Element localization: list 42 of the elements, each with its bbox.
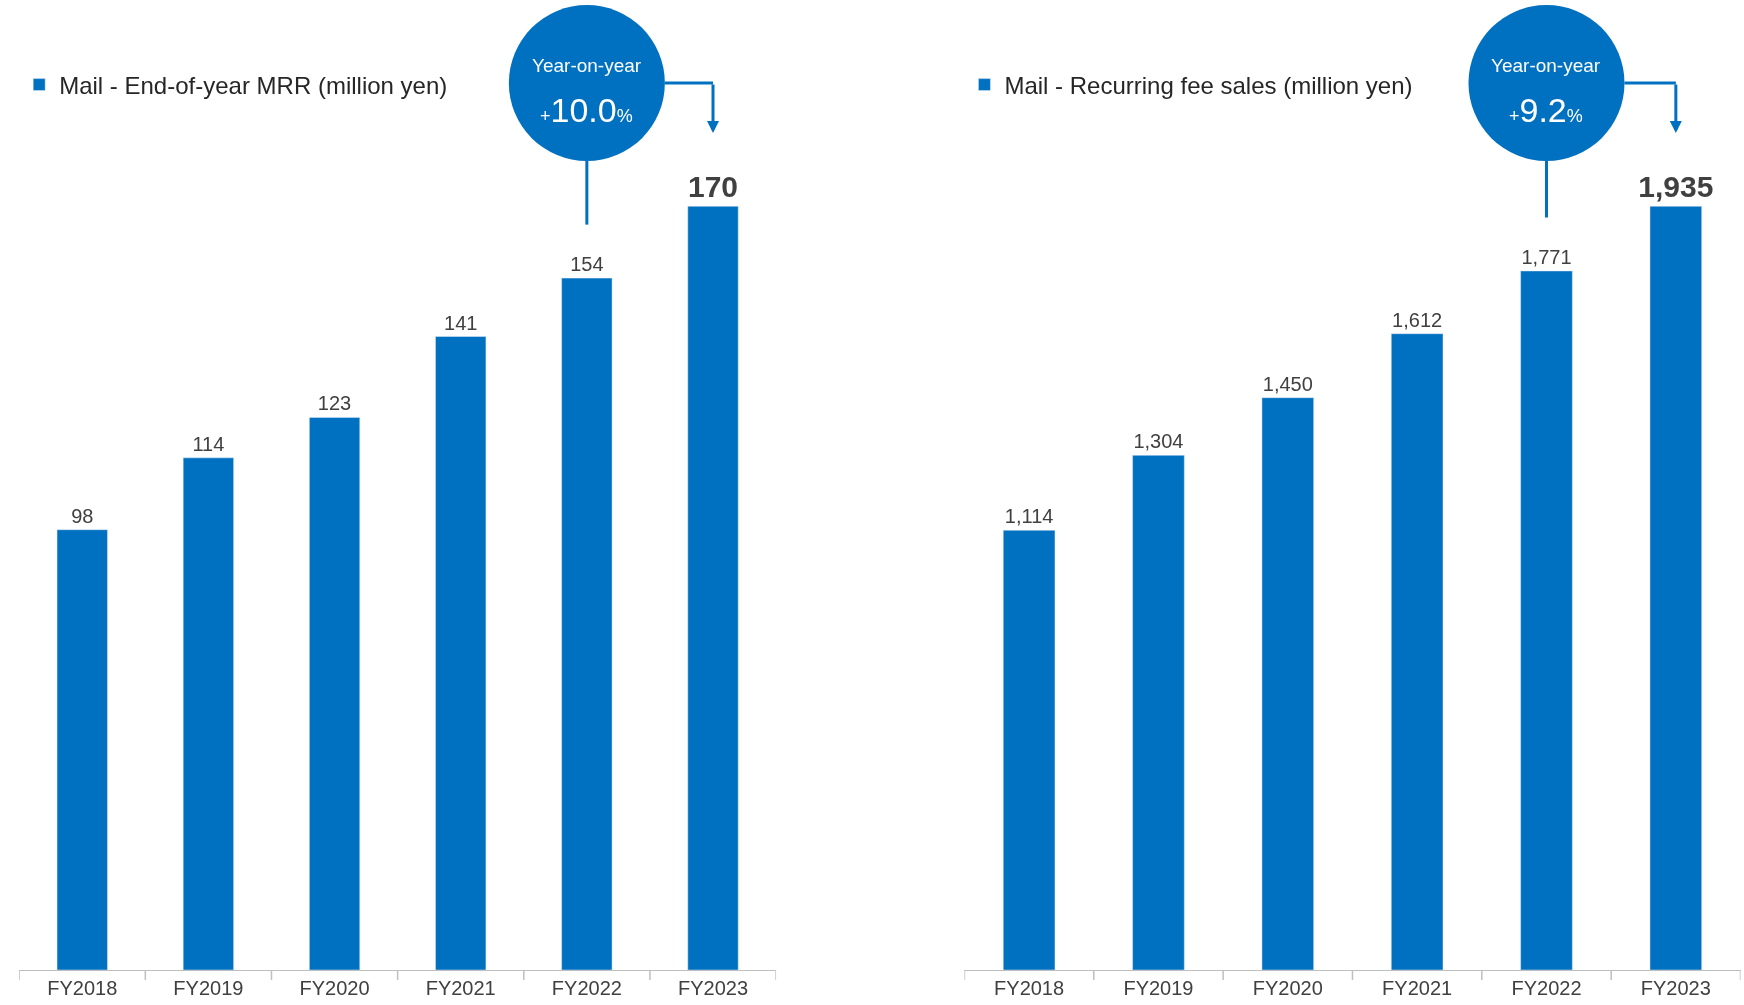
data-label: 123 — [317, 392, 352, 415]
x-tick-label: FY2023 — [1640, 977, 1711, 999]
x-tick-label: FY2019 — [1123, 977, 1194, 999]
legend-label: Mail - Recurring fee sales (million yen) — [1004, 71, 1413, 99]
bar — [561, 277, 613, 970]
x-tick-label: FY2018 — [994, 977, 1065, 999]
x-tick-label: FY2021 — [1382, 977, 1453, 999]
data-label: 154 — [570, 253, 604, 276]
x-tick-label: FY2023 — [677, 977, 749, 999]
x-tick-label: FY2022 — [551, 977, 622, 999]
data-label: 1,935 — [1638, 170, 1714, 204]
data-label: 114 — [192, 432, 225, 455]
bar — [1132, 455, 1185, 970]
data-label: 98 — [71, 504, 94, 527]
x-tick-label: FY2018 — [47, 977, 118, 999]
bar — [56, 529, 108, 970]
bar — [1261, 397, 1314, 970]
data-label: 170 — [687, 170, 739, 204]
bar — [1649, 205, 1702, 970]
bar — [1520, 270, 1573, 970]
data-label: 1,450 — [1262, 372, 1313, 395]
x-tick-label: FY2020 — [1252, 977, 1323, 999]
text: +10.0% — [540, 91, 633, 129]
x-tick-label: FY2022 — [1511, 977, 1582, 999]
text: Year-on-year — [1491, 55, 1601, 76]
data-label: 1,612 — [1392, 308, 1443, 331]
legend-label: Mail - End-of-year MRR (million yen) — [59, 71, 448, 99]
x-tick-label: FY2021 — [425, 977, 496, 999]
bar — [1391, 333, 1444, 970]
bar — [309, 417, 361, 970]
data-label: 1,304 — [1133, 430, 1184, 453]
x-tick-label: FY2019 — [173, 977, 244, 999]
data-label: 141 — [444, 311, 478, 334]
data-label: 1,771 — [1521, 245, 1572, 268]
bar — [687, 205, 739, 970]
bar — [435, 336, 487, 970]
text: +9.2% — [1509, 91, 1583, 129]
bar — [182, 457, 234, 970]
bar — [1002, 530, 1056, 970]
data-label: 1,114 — [1004, 505, 1054, 528]
x-tick-label: FY2020 — [299, 977, 370, 999]
text: Year-on-year — [532, 55, 642, 76]
